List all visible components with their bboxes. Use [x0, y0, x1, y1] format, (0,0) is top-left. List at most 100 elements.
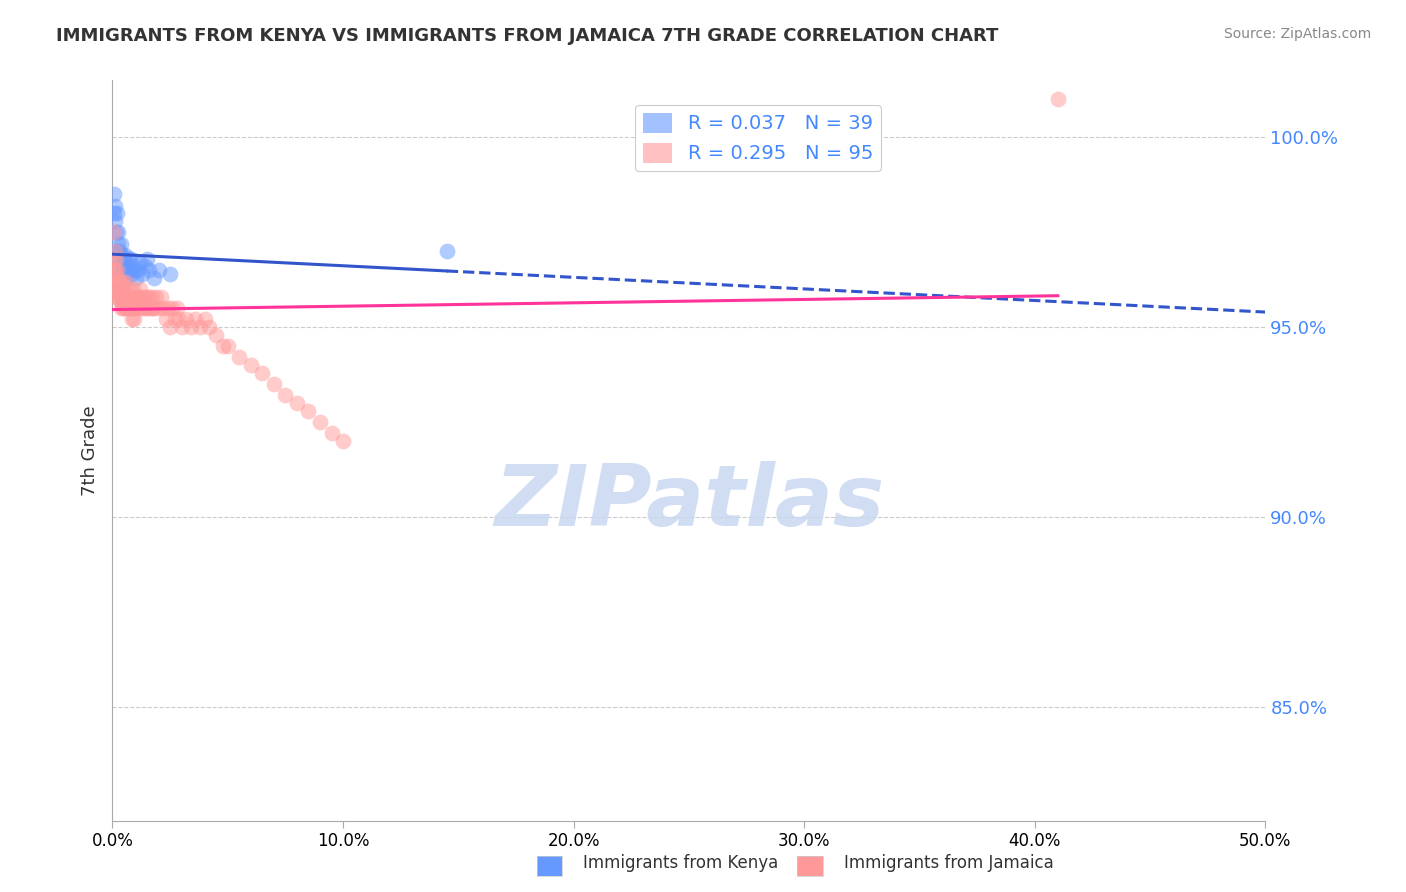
Point: [118, 282, 141, 296]
Point: [107, 270, 129, 285]
Text: Immigrants from Jamaica: Immigrants from Jamaica: [844, 855, 1053, 872]
Point: [111, 275, 134, 289]
Point: [131, 290, 153, 304]
Point: [108, 252, 131, 266]
Point: [115, 301, 138, 315]
Point: [117, 270, 139, 285]
Point: [129, 301, 153, 315]
Point: [104, 213, 127, 227]
Point: [159, 320, 181, 334]
Point: [121, 301, 143, 315]
Point: [1046, 92, 1069, 106]
Point: [166, 301, 188, 315]
Point: [112, 301, 135, 315]
Point: [127, 263, 149, 277]
Point: [103, 206, 125, 220]
Point: [103, 252, 125, 266]
Point: [132, 301, 155, 315]
Point: [145, 290, 167, 304]
Point: [134, 290, 156, 304]
Point: [136, 301, 159, 315]
Point: [121, 312, 143, 326]
Point: [124, 263, 146, 277]
Point: [129, 255, 152, 269]
Point: [169, 312, 191, 326]
Point: [125, 290, 148, 304]
Point: [110, 290, 132, 304]
Point: [107, 275, 129, 289]
Point: [115, 290, 138, 304]
Point: [321, 426, 343, 441]
Legend: R = 0.037   N = 39, R = 0.295   N = 95: R = 0.037 N = 39, R = 0.295 N = 95: [636, 104, 882, 171]
Point: [180, 320, 202, 334]
Point: [108, 275, 131, 289]
Point: [104, 263, 127, 277]
Point: [127, 301, 149, 315]
Point: [129, 282, 152, 296]
Point: [105, 244, 128, 259]
Point: [111, 248, 134, 262]
Point: [252, 366, 274, 380]
Point: [212, 339, 235, 353]
Point: [117, 252, 139, 266]
Point: [111, 285, 134, 300]
Point: [108, 244, 131, 259]
Point: [114, 290, 136, 304]
Point: [152, 301, 174, 315]
Point: [143, 301, 166, 315]
Point: [128, 290, 150, 304]
Point: [104, 225, 127, 239]
Point: [143, 270, 166, 285]
Point: [156, 301, 179, 315]
Point: [111, 290, 134, 304]
Point: [111, 260, 134, 274]
Point: [148, 301, 170, 315]
Point: [174, 312, 197, 326]
Point: [105, 263, 128, 277]
Point: [124, 270, 146, 285]
Point: [110, 301, 132, 315]
Point: [107, 282, 129, 296]
Point: [198, 320, 221, 334]
Point: [107, 225, 129, 239]
Point: [108, 263, 131, 277]
Point: [105, 290, 128, 304]
Point: [103, 263, 125, 277]
Point: [117, 293, 139, 308]
Point: [120, 252, 142, 266]
Point: [121, 301, 143, 315]
Point: [117, 301, 139, 315]
Point: [112, 282, 135, 296]
Point: [124, 293, 146, 308]
Point: [115, 275, 138, 289]
Point: [111, 267, 134, 281]
Point: [121, 267, 143, 281]
Point: [107, 290, 129, 304]
Point: [228, 351, 250, 365]
Point: [194, 312, 217, 326]
Point: [112, 301, 135, 315]
Point: [170, 320, 193, 334]
Point: [274, 388, 297, 402]
Point: [188, 320, 211, 334]
Point: [149, 290, 172, 304]
Point: [285, 396, 308, 410]
Point: [136, 252, 159, 266]
Point: [142, 301, 165, 315]
Point: [138, 263, 160, 277]
Text: IMMIGRANTS FROM KENYA VS IMMIGRANTS FROM JAMAICA 7TH GRADE CORRELATION CHART: IMMIGRANTS FROM KENYA VS IMMIGRANTS FROM…: [56, 27, 998, 45]
Point: [118, 290, 141, 304]
Point: [139, 301, 162, 315]
Point: [120, 301, 142, 315]
Point: [332, 434, 354, 448]
Point: [136, 290, 159, 304]
Point: [135, 301, 157, 315]
Point: [155, 312, 177, 326]
Point: [107, 236, 129, 251]
Point: [148, 263, 170, 277]
Point: [120, 290, 142, 304]
Point: [436, 244, 458, 259]
Point: [108, 290, 131, 304]
Point: [110, 255, 132, 269]
Point: [104, 252, 127, 266]
